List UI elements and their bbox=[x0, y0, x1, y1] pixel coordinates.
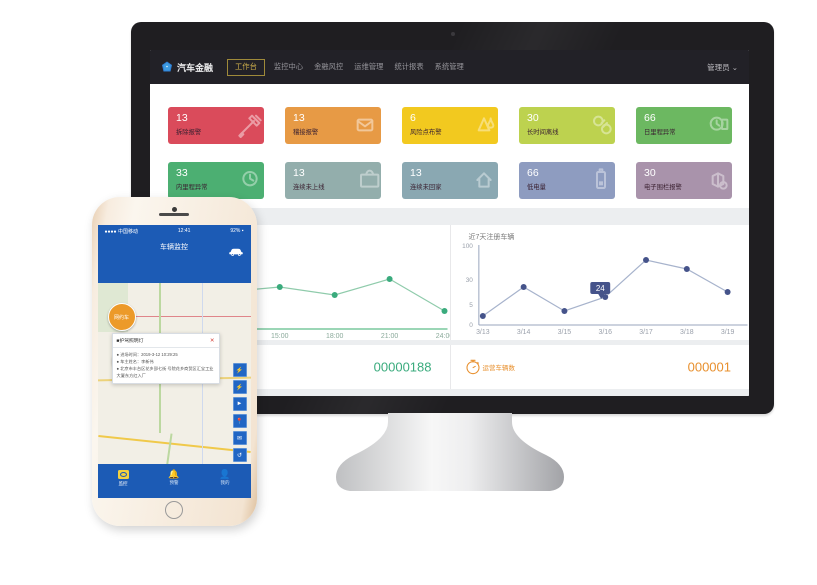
svg-text:100: 100 bbox=[462, 243, 473, 250]
svg-text:24: 24 bbox=[595, 284, 604, 293]
svg-text:21:00: 21:00 bbox=[381, 333, 399, 340]
svg-text:3/16: 3/16 bbox=[598, 329, 612, 336]
svg-text:3/17: 3/17 bbox=[639, 329, 653, 336]
svg-text:3/18: 3/18 bbox=[680, 329, 694, 336]
svg-text:24:00: 24:00 bbox=[436, 333, 450, 340]
svg-text:3/19: 3/19 bbox=[720, 329, 734, 336]
svg-text:0: 0 bbox=[469, 322, 473, 329]
svg-text:15:00: 15:00 bbox=[271, 333, 289, 340]
svg-text:5: 5 bbox=[469, 302, 473, 309]
svg-text:3/13: 3/13 bbox=[476, 329, 490, 336]
svg-text:3/15: 3/15 bbox=[557, 329, 571, 336]
svg-text:30: 30 bbox=[465, 277, 473, 284]
svg-text:18:00: 18:00 bbox=[326, 333, 344, 340]
svg-text:3/14: 3/14 bbox=[516, 329, 530, 336]
